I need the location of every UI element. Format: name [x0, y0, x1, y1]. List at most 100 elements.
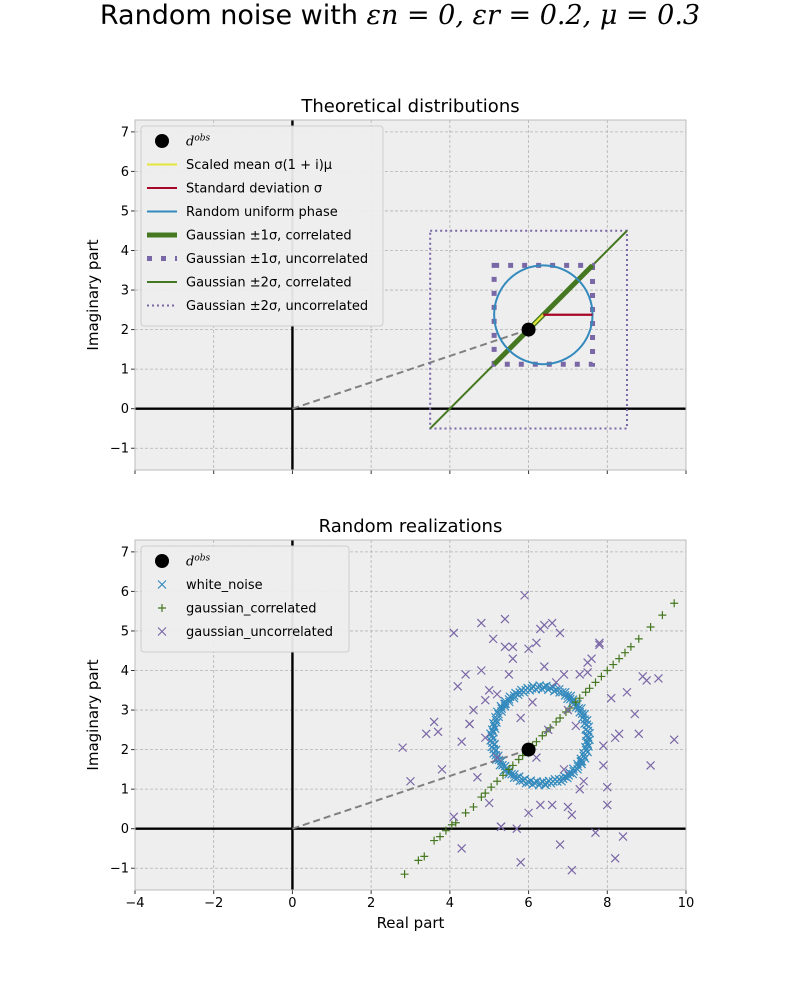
white-noise-point — [554, 774, 564, 784]
gaussian-uncorrelated-point — [567, 810, 577, 820]
gaussian-uncorrelated-point — [618, 832, 628, 842]
gaussian-correlated-point — [591, 678, 600, 687]
gaussian-uncorrelated-point — [622, 687, 632, 697]
gaussian-uncorrelated-point — [654, 673, 663, 683]
legend-x-marker — [157, 627, 167, 636]
white-noise-point — [582, 720, 592, 729]
gaussian-uncorrelated-point — [520, 590, 530, 600]
gaussian-uncorrelated-point — [598, 741, 608, 751]
gaussian-uncorrelated-point — [555, 840, 565, 849]
gaussian-uncorrelated-point — [476, 666, 486, 675]
gaussian-correlated-point — [626, 642, 635, 651]
legend-label: Scaled mean σ(1 + i)μ — [186, 158, 332, 173]
gaussian-uncorrelated-point — [602, 782, 612, 792]
legend-label: white_noise — [186, 578, 263, 593]
figure-title-text: Random noise with — [100, 0, 367, 31]
y-tick-label: 1 — [121, 363, 129, 378]
white-noise-point — [577, 756, 587, 766]
gaussian-correlated-point — [436, 832, 445, 841]
gaussian-uncorrelated-point — [642, 675, 652, 685]
gaussian-correlated-point — [508, 761, 517, 770]
gaussian-correlated-point — [441, 826, 450, 835]
gaussian-correlated-point — [670, 599, 679, 608]
gaussian-correlated-point — [514, 755, 523, 764]
gaussian-uncorrelated-point — [516, 857, 526, 867]
white-noise-point — [580, 709, 590, 719]
gaussian-uncorrelated-point — [646, 760, 656, 770]
gaussian-uncorrelated-point — [516, 713, 526, 723]
gaussian-uncorrelated-point — [532, 753, 541, 762]
white-noise-series — [486, 681, 595, 790]
x-tick-label: 10 — [678, 896, 695, 911]
gaussian-correlated-point — [646, 623, 655, 632]
gaussian-correlated-point — [532, 737, 541, 746]
gaussian-uncorrelated-point — [606, 693, 616, 703]
legend-box — [140, 545, 350, 653]
y-tick-label: 3 — [121, 704, 129, 719]
gaussian-uncorrelated-point — [449, 628, 459, 638]
white-noise-point — [509, 770, 519, 779]
gaussian-uncorrelated-point — [476, 618, 486, 628]
y-tick-label: −1 — [110, 442, 129, 457]
gaussian-correlated-point — [603, 666, 612, 675]
gaussian-uncorrelated-point — [465, 719, 474, 729]
white-noise-point — [515, 687, 525, 697]
legend-label: gaussian_uncorrelated — [186, 625, 333, 640]
y-tick-label: 6 — [121, 165, 129, 180]
gaussian-uncorrelated-point — [472, 772, 482, 782]
gaussian-uncorrelated-point — [528, 697, 537, 707]
gaussian-uncorrelated-point — [610, 853, 620, 863]
gaussian-uncorrelated-point — [524, 808, 533, 818]
y-tick-label: 1 — [121, 783, 129, 798]
gaussian-correlated-point — [461, 808, 470, 817]
figure-title: Random noise with εn = 0, εr = 0.2, μ = … — [100, 0, 700, 31]
gaussian-uncorrelated-point — [535, 800, 545, 810]
y-tick-label: 6 — [121, 585, 129, 600]
gaussian-correlated-point — [498, 771, 507, 780]
panel-theoretical: −1 0 1 2 3 4 5 6 7 Theoretical distributions Imagi… — [84, 96, 687, 474]
white-noise-point — [491, 750, 501, 760]
panel-realizations: −4 −2 0 2 4 6 8 10 −1 0 1 2 3 4 5 6 7 Random realizations… — [84, 516, 694, 932]
gaussian-correlated-point — [447, 820, 456, 829]
x-tick-label: 8 — [603, 896, 611, 911]
y-tick-label: 2 — [121, 743, 129, 758]
gaussian-uncorrelated-point — [500, 642, 510, 652]
gaussian-uncorrelated-point — [559, 764, 569, 774]
gaussian-correlated-point — [420, 852, 429, 861]
white-noise-point — [550, 774, 560, 784]
gaussian-uncorrelated-point — [461, 670, 471, 679]
gaussian-uncorrelated-point — [429, 717, 439, 727]
white-noise-point — [565, 768, 575, 778]
gaussian-uncorrelated-point — [488, 634, 498, 644]
gaussian-uncorrelated-point — [508, 654, 518, 664]
legend-label: Gaussian ±1σ, uncorrelated — [186, 252, 368, 267]
white-noise-point — [490, 724, 500, 734]
plot-frame — [134, 119, 687, 471]
gaussian-uncorrelated-point — [398, 743, 408, 753]
white-noise-point — [525, 685, 535, 695]
gaussian-correlated-point — [493, 777, 502, 786]
gaussian-uncorrelated-point — [539, 662, 549, 671]
gaussian-correlated-point — [469, 802, 478, 811]
gaussian-correlated-point — [552, 717, 561, 726]
gaussian-correlated-point — [504, 765, 513, 774]
x-tick-label: −2 — [204, 896, 223, 911]
legend-label: gaussian_correlated — [186, 602, 317, 617]
gaussian-correlated-point — [481, 789, 490, 798]
legend-label-superscript: obs — [194, 134, 210, 144]
legend-box — [140, 125, 384, 327]
white-noise-point — [519, 687, 529, 697]
gaussian-uncorrelated-point — [457, 737, 467, 747]
gaussian-uncorrelated-point — [547, 800, 557, 810]
gaussian-uncorrelated-point — [610, 733, 620, 743]
gaussian-uncorrelated-point — [433, 727, 443, 737]
gaussian-correlated-point — [451, 818, 460, 827]
y-tick-label: 4 — [121, 664, 129, 679]
dobs-marker — [521, 322, 536, 337]
y-tick-label: 0 — [121, 822, 129, 837]
y-tick-label: 3 — [121, 284, 129, 299]
y-tick-label: 2 — [121, 323, 129, 338]
